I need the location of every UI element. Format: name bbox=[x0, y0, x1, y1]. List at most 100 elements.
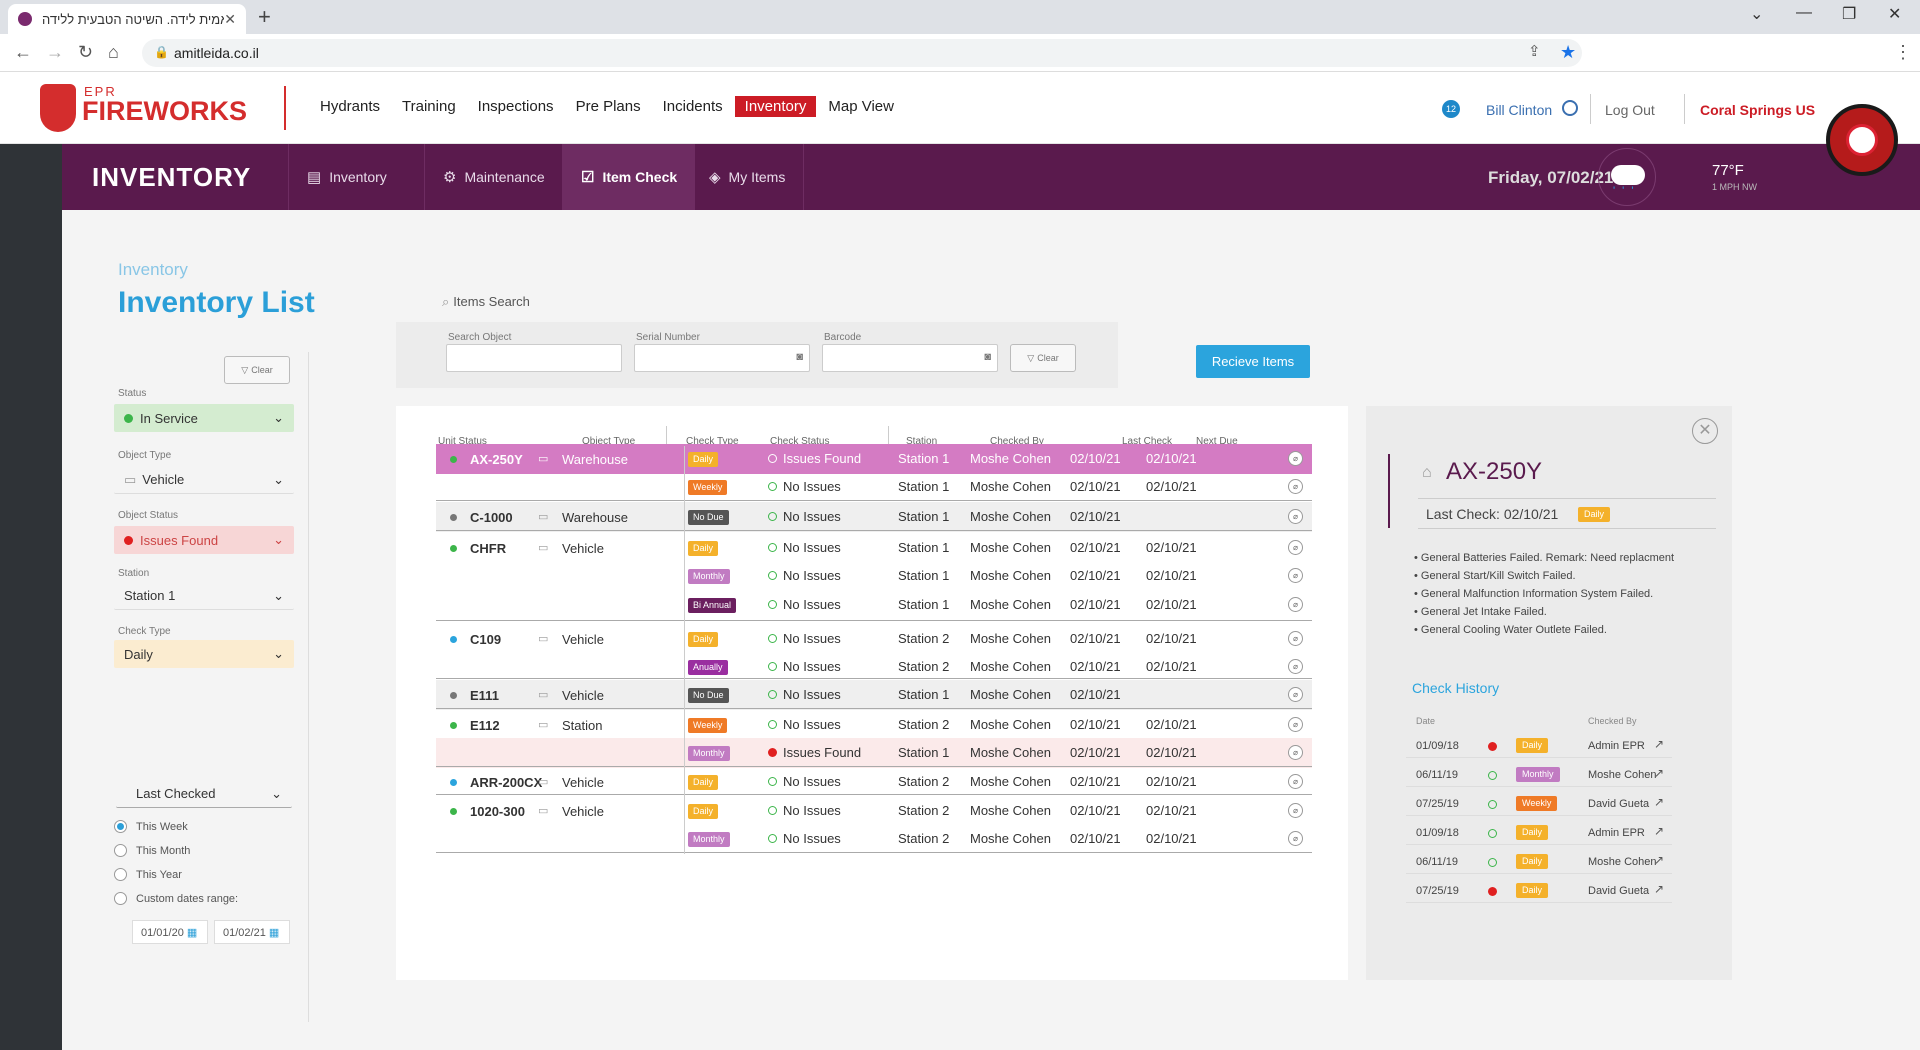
unit-id[interactable]: E112 bbox=[470, 718, 500, 733]
close-icon[interactable]: ✕ bbox=[1692, 418, 1718, 444]
table-row[interactable]: Bi Annual No Issues Station 1 Moshe Cohen 02… bbox=[436, 590, 1312, 620]
attachment-icon[interactable]: ⌀ bbox=[1288, 631, 1303, 646]
search-object-input[interactable] bbox=[446, 344, 622, 372]
col-station[interactable]: Station bbox=[906, 436, 938, 447]
unit-id[interactable]: E111 bbox=[470, 688, 499, 703]
bookmark-star-icon[interactable]: ★ bbox=[1560, 42, 1577, 62]
unit-id[interactable]: C-1000 bbox=[470, 510, 513, 525]
history-row[interactable]: 07/25/19 Daily David Gueta ↗ bbox=[1406, 877, 1672, 903]
attachment-icon[interactable]: ⌀ bbox=[1288, 717, 1303, 732]
calendar-icon[interactable]: ▦ bbox=[268, 927, 280, 939]
nav-inspections[interactable]: Inspections bbox=[477, 98, 554, 115]
nav-training[interactable]: Training bbox=[402, 98, 456, 115]
radio-button[interactable] bbox=[114, 892, 127, 905]
camera-icon[interactable]: ◙ bbox=[796, 351, 803, 363]
external-link-icon[interactable]: ↗ bbox=[1654, 737, 1665, 751]
table-row[interactable]: CHFR ▭ Vehicle Daily No Issues Station 1 Moshe… bbox=[436, 533, 1312, 563]
radio-custom-range[interactable]: Custom dates range: bbox=[114, 892, 238, 905]
col-check-status[interactable]: Check Status bbox=[770, 436, 830, 447]
serial-number-input[interactable]: ◙ bbox=[634, 344, 810, 372]
col-next-due[interactable]: Next Due bbox=[1196, 436, 1238, 447]
table-row[interactable]: ARR-200CX ▭ Vehicle Daily No Issues Station 2… bbox=[436, 767, 1312, 797]
sidebar-clear-button[interactable]: ▽ Clear bbox=[224, 356, 290, 384]
close-window-icon[interactable]: ✕ bbox=[1888, 6, 1902, 23]
attachment-icon[interactable]: ⌀ bbox=[1288, 451, 1303, 466]
history-row[interactable]: 06/11/19 Monthly Moshe Cohen ↗ bbox=[1406, 761, 1672, 787]
radio-button[interactable] bbox=[114, 820, 127, 833]
unit-id[interactable]: 1020-300 bbox=[470, 804, 525, 819]
nav-inventory[interactable]: Inventory bbox=[734, 96, 817, 117]
restore-icon[interactable]: ❐ bbox=[1842, 6, 1857, 23]
table-row[interactable]: C109 ▭ Vehicle Daily No Issues Station 2 Moshe… bbox=[436, 624, 1312, 654]
external-link-icon[interactable]: ↗ bbox=[1654, 882, 1665, 896]
tab-my-items[interactable]: ◈ My Items bbox=[690, 144, 805, 210]
external-link-icon[interactable]: ↗ bbox=[1654, 853, 1665, 867]
radio-this-month[interactable]: This Month bbox=[114, 844, 190, 857]
radio-this-year[interactable]: This Year bbox=[114, 868, 182, 881]
nav-incidents[interactable]: Incidents bbox=[662, 98, 723, 115]
reload-icon[interactable]: ↻ bbox=[78, 42, 94, 62]
col-checked-by[interactable]: Checked By bbox=[990, 436, 1044, 447]
station-select[interactable]: Station 1 ⌄ bbox=[114, 582, 294, 610]
col-unit-status[interactable]: Unit Status bbox=[438, 436, 487, 447]
unit-id[interactable]: AX-250Y bbox=[470, 452, 523, 467]
attachment-icon[interactable]: ⌀ bbox=[1288, 509, 1303, 524]
fireworks-logo-icon[interactable] bbox=[40, 84, 76, 132]
attachment-icon[interactable]: ⌀ bbox=[1288, 687, 1303, 702]
external-link-icon[interactable]: ↗ bbox=[1654, 766, 1665, 780]
receive-items-button[interactable]: Recieve Items bbox=[1196, 345, 1310, 378]
col-object-type[interactable]: Object Type bbox=[582, 436, 636, 447]
browser-tab[interactable]: אמית לידה. השיטה הטבעית ללידה ✕ bbox=[8, 4, 246, 34]
attachment-icon[interactable]: ⌀ bbox=[1288, 831, 1303, 846]
home-icon[interactable]: ⌂ bbox=[108, 42, 119, 62]
table-row[interactable]: Monthly No Issues Station 2 Moshe Cohen 02/1… bbox=[436, 824, 1312, 854]
table-row[interactable]: E112 ▭ Station Weekly No Issues Station 2 Mosh… bbox=[436, 710, 1312, 740]
new-tab-icon[interactable]: + bbox=[258, 4, 271, 29]
table-row[interactable]: Weekly No Issues Station 1 Moshe Cohen 02/10… bbox=[436, 472, 1312, 502]
share-icon[interactable]: ⇪ bbox=[1528, 43, 1541, 60]
attachment-icon[interactable]: ⌀ bbox=[1288, 803, 1303, 818]
table-row[interactable]: C-1000 ▭ Warehouse No Due No Issues Station 1… bbox=[436, 502, 1312, 532]
unit-id[interactable]: C109 bbox=[470, 632, 502, 647]
radio-button[interactable] bbox=[114, 868, 127, 881]
table-row[interactable]: Monthly No Issues Station 1 Moshe Cohen 02/1… bbox=[436, 561, 1312, 591]
camera-icon[interactable]: ◙ bbox=[984, 351, 991, 363]
attachment-icon[interactable]: ⌀ bbox=[1288, 568, 1303, 583]
table-row[interactable]: E111 ▭ Vehicle No Due No Issues Station 1 Mosh… bbox=[436, 680, 1312, 710]
user-name[interactable]: Bill Clinton bbox=[1486, 102, 1553, 118]
table-row[interactable]: Anually No Issues Station 2 Moshe Cohen 02/1… bbox=[436, 652, 1312, 682]
history-row[interactable]: 01/09/18 Daily Admin EPR ↗ bbox=[1406, 732, 1672, 758]
object-type-select[interactable]: ▭ Vehicle ⌄ bbox=[114, 466, 294, 494]
attachment-icon[interactable]: ⌀ bbox=[1288, 597, 1303, 612]
table-row[interactable]: AX-250Y ▭ Warehouse Daily Issues Found Statio… bbox=[436, 444, 1312, 474]
nav-map-view[interactable]: Map View bbox=[828, 98, 894, 115]
barcode-input[interactable]: ◙ bbox=[822, 344, 998, 372]
object-status-select[interactable]: Issues Found ⌄ bbox=[114, 526, 294, 554]
back-icon[interactable]: ← bbox=[14, 42, 32, 62]
unit-id[interactable]: ARR-200CX bbox=[470, 775, 543, 790]
status-select[interactable]: In Service ⌄ bbox=[114, 404, 294, 432]
breadcrumb[interactable]: Inventory bbox=[118, 260, 188, 279]
unit-id[interactable]: CHFR bbox=[470, 541, 507, 556]
col-last-check[interactable]: Last Check bbox=[1122, 436, 1173, 447]
menu-icon[interactable]: ⋮ bbox=[1894, 42, 1912, 62]
nav-hydrants[interactable]: Hydrants bbox=[320, 98, 381, 115]
notifications-badge[interactable]: 12 bbox=[1442, 100, 1460, 118]
external-link-icon[interactable]: ↗ bbox=[1654, 795, 1665, 809]
calendar-icon[interactable]: ▦ bbox=[186, 927, 198, 939]
tab-inventory[interactable]: ▤ Inventory bbox=[288, 144, 405, 210]
history-row[interactable]: 01/09/18 Daily Admin EPR ↗ bbox=[1406, 819, 1672, 845]
external-link-icon[interactable]: ↗ bbox=[1654, 824, 1665, 838]
logo-fireworks[interactable]: FIREWORKS bbox=[82, 96, 247, 126]
attachment-icon[interactable]: ⌀ bbox=[1288, 774, 1303, 789]
date-from-input[interactable]: 01/01/20 ▦ bbox=[132, 920, 208, 944]
minimize-icon[interactable]: — bbox=[1796, 4, 1812, 21]
org-name[interactable]: Coral Springs US bbox=[1700, 102, 1816, 118]
history-row[interactable]: 06/11/19 Daily Moshe Cohen ↗ bbox=[1406, 848, 1672, 874]
forward-icon[interactable]: → bbox=[46, 42, 64, 62]
attachment-icon[interactable]: ⌀ bbox=[1288, 659, 1303, 674]
tab-search-icon[interactable]: ⌄ bbox=[1750, 6, 1764, 23]
col-check-type[interactable]: Check Type bbox=[686, 436, 739, 447]
nav-pre-plans[interactable]: Pre Plans bbox=[575, 98, 641, 115]
last-checked-select[interactable]: Last Checked ⌄ bbox=[116, 780, 292, 808]
